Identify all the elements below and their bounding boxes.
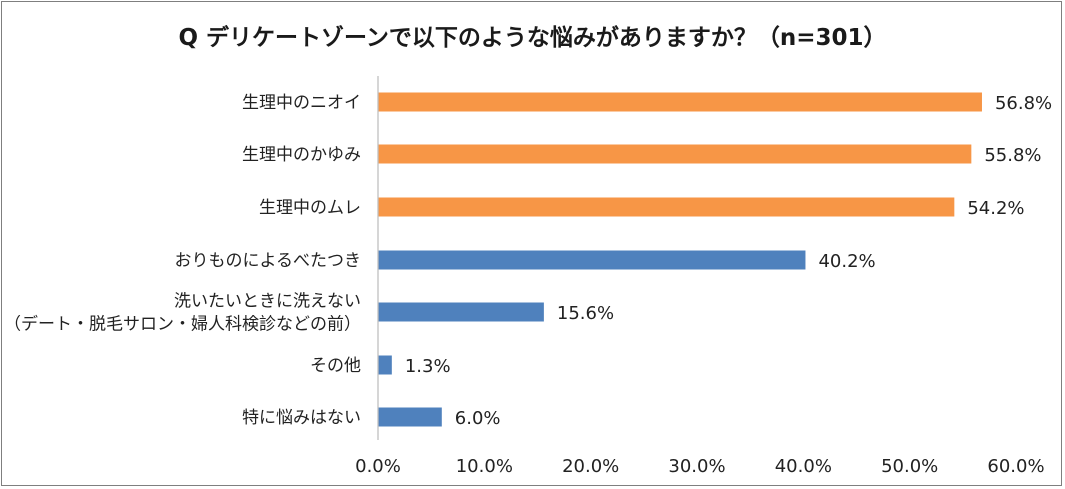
x-tick-label-5: 50.0%: [881, 456, 938, 477]
chart-title: Q デリケートゾーンで以下のような悩みがありますか？（n=301）: [178, 25, 887, 51]
category-label-6: 特に悩みはない: [242, 408, 361, 428]
bar-3: [378, 250, 806, 270]
value-label-3: 40.2%: [818, 251, 875, 272]
category-label-0: 生理中のニオイ: [242, 93, 361, 113]
category-label-5: その他: [310, 356, 361, 376]
x-tick-label-2: 20.0%: [562, 456, 619, 477]
value-label-6: 6.0%: [455, 408, 501, 429]
value-label-2: 54.2%: [967, 198, 1024, 219]
category-label-3: おりものによるべたつき: [175, 251, 362, 271]
bar-4: [378, 302, 544, 322]
value-label-1: 55.8%: [984, 145, 1041, 166]
category-label-2: 生理中のムレ: [259, 198, 361, 218]
category-label-4-line-1: （デート・脱毛サロン・婦人科検診などの前）: [4, 314, 361, 335]
x-tick-label-1: 10.0%: [456, 456, 513, 477]
bar-0: [378, 92, 982, 112]
category-label-1: 生理中のかゆみ: [242, 145, 361, 165]
bar-6: [378, 407, 442, 427]
value-label-0: 56.8%: [995, 93, 1052, 114]
bar-1: [378, 144, 972, 164]
x-tick-label-3: 30.0%: [668, 456, 725, 477]
x-tick-label-4: 40.0%: [775, 456, 832, 477]
bar-2: [378, 197, 955, 217]
value-label-4: 15.6%: [557, 303, 614, 324]
category-label-4-line-0: 洗いたいときに洗えない: [174, 292, 361, 312]
bar-5: [378, 355, 392, 375]
x-tick-label-6: 60.0%: [987, 456, 1044, 477]
x-tick-label-0: 0.0%: [355, 456, 401, 477]
value-label-5: 1.3%: [405, 356, 451, 377]
